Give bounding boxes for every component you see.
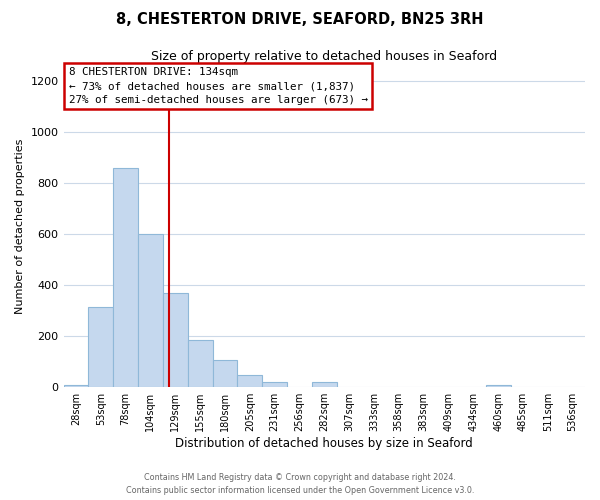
Bar [485, 385, 511, 387]
Bar [88, 307, 113, 387]
Text: Contains HM Land Registry data © Crown copyright and database right 2024.
Contai: Contains HM Land Registry data © Crown c… [126, 473, 474, 495]
Bar [163, 293, 188, 387]
Bar [113, 168, 138, 387]
Bar [212, 360, 238, 387]
Bar [262, 382, 287, 387]
Bar [188, 340, 212, 387]
Bar [238, 375, 262, 387]
Bar [312, 382, 337, 387]
Bar [138, 234, 163, 387]
Text: 8 CHESTERTON DRIVE: 134sqm
← 73% of detached houses are smaller (1,837)
27% of s: 8 CHESTERTON DRIVE: 134sqm ← 73% of deta… [69, 67, 368, 105]
Text: 8, CHESTERTON DRIVE, SEAFORD, BN25 3RH: 8, CHESTERTON DRIVE, SEAFORD, BN25 3RH [116, 12, 484, 28]
Y-axis label: Number of detached properties: Number of detached properties [15, 138, 25, 314]
Bar [64, 384, 88, 387]
Title: Size of property relative to detached houses in Seaford: Size of property relative to detached ho… [151, 50, 497, 63]
X-axis label: Distribution of detached houses by size in Seaford: Distribution of detached houses by size … [175, 437, 473, 450]
